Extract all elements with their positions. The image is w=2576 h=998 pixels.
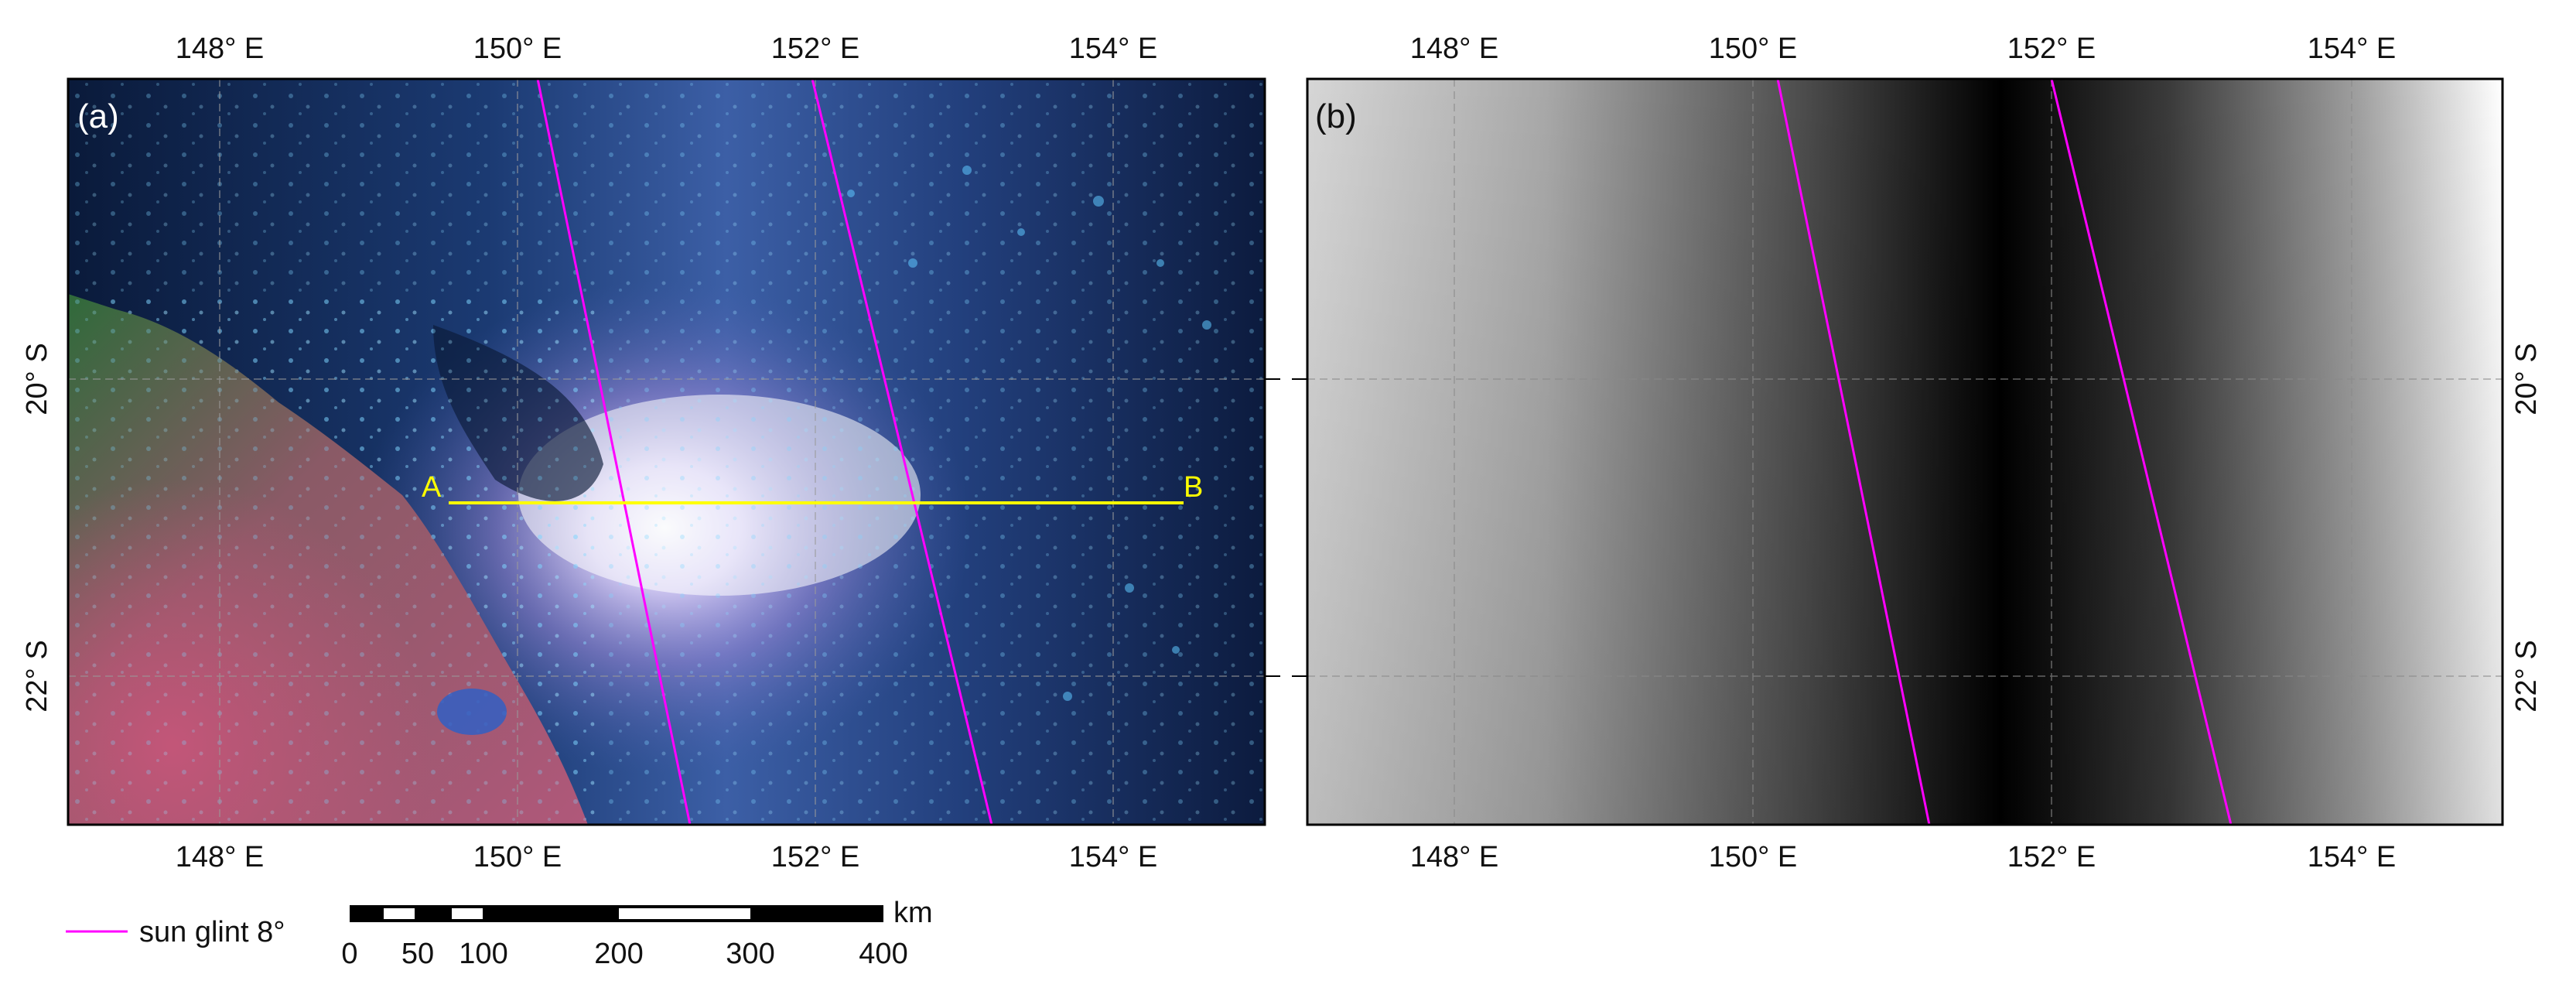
lat-tick-a-22: 22° S bbox=[21, 640, 53, 712]
lat-tick-b-20: 20° S bbox=[2510, 343, 2543, 415]
panel-a: A B (a) 148° E 150° E 152° E 154° E 148°… bbox=[21, 32, 1280, 873]
transect-start-label: A bbox=[422, 471, 442, 504]
scale-bar: km 0 50 100 200 300 400 bbox=[341, 897, 932, 970]
lon-tick-bottom-a-152: 152° E bbox=[771, 841, 860, 873]
lon-tick-top-b-150: 150° E bbox=[1709, 32, 1798, 65]
lon-tick-top-a-148: 148° E bbox=[176, 32, 265, 65]
glint-angle-image bbox=[1307, 79, 2503, 825]
panel-a-label: (a) bbox=[77, 97, 119, 135]
lon-tick-bottom-b-148: 148° E bbox=[1410, 841, 1499, 873]
scale-bar-unit: km bbox=[893, 897, 933, 929]
lon-tick-top-b-148: 148° E bbox=[1410, 32, 1499, 65]
lon-tick-top-a-154: 154° E bbox=[1069, 32, 1158, 65]
graticule-a bbox=[68, 79, 1265, 825]
scale-label-50: 50 bbox=[401, 938, 434, 970]
lon-tick-top-b-154: 154° E bbox=[2308, 32, 2397, 65]
lon-tick-bottom-b-150: 150° E bbox=[1709, 841, 1798, 873]
lon-tick-top-a-152: 152° E bbox=[771, 32, 860, 65]
scale-label-200: 200 bbox=[594, 938, 643, 970]
lon-tick-bottom-b-152: 152° E bbox=[2007, 841, 2096, 873]
glint-contour-left-a bbox=[536, 78, 692, 825]
lon-tick-bottom-a-150: 150° E bbox=[473, 841, 562, 873]
graticule-b bbox=[1307, 79, 2503, 825]
panel-b: (b) 148° E 150° E 152° E 154° E 148° E 1… bbox=[1292, 32, 2543, 873]
transect-end-label: B bbox=[1184, 471, 1203, 504]
panel-a-frame bbox=[67, 77, 1266, 826]
panel-b-label: (b) bbox=[1315, 97, 1357, 135]
glint-contour-right-a bbox=[811, 78, 993, 825]
panel-b-frame bbox=[1306, 77, 2504, 826]
lon-tick-bottom-b-154: 154° E bbox=[2308, 841, 2397, 873]
scale-label-100: 100 bbox=[459, 938, 507, 970]
scale-label-0: 0 bbox=[341, 938, 357, 970]
glint-contour-right-b bbox=[2050, 78, 2233, 825]
lon-tick-top-a-150: 150° E bbox=[473, 32, 562, 65]
scale-label-300: 300 bbox=[726, 938, 774, 970]
legend: sun glint 8° bbox=[66, 916, 285, 948]
lon-tick-top-b-152: 152° E bbox=[2007, 32, 2096, 65]
lat-tick-b-22: 22° S bbox=[2510, 640, 2543, 712]
glint-contour-left-b bbox=[1776, 78, 1931, 825]
scale-label-400: 400 bbox=[859, 938, 907, 970]
legend-glint-label: sun glint 8° bbox=[139, 916, 285, 948]
lat-tick-a-20: 20° S bbox=[21, 343, 53, 415]
lon-tick-bottom-a-148: 148° E bbox=[176, 841, 265, 873]
satellite-image bbox=[68, 79, 1265, 825]
lon-tick-bottom-a-154: 154° E bbox=[1069, 841, 1158, 873]
